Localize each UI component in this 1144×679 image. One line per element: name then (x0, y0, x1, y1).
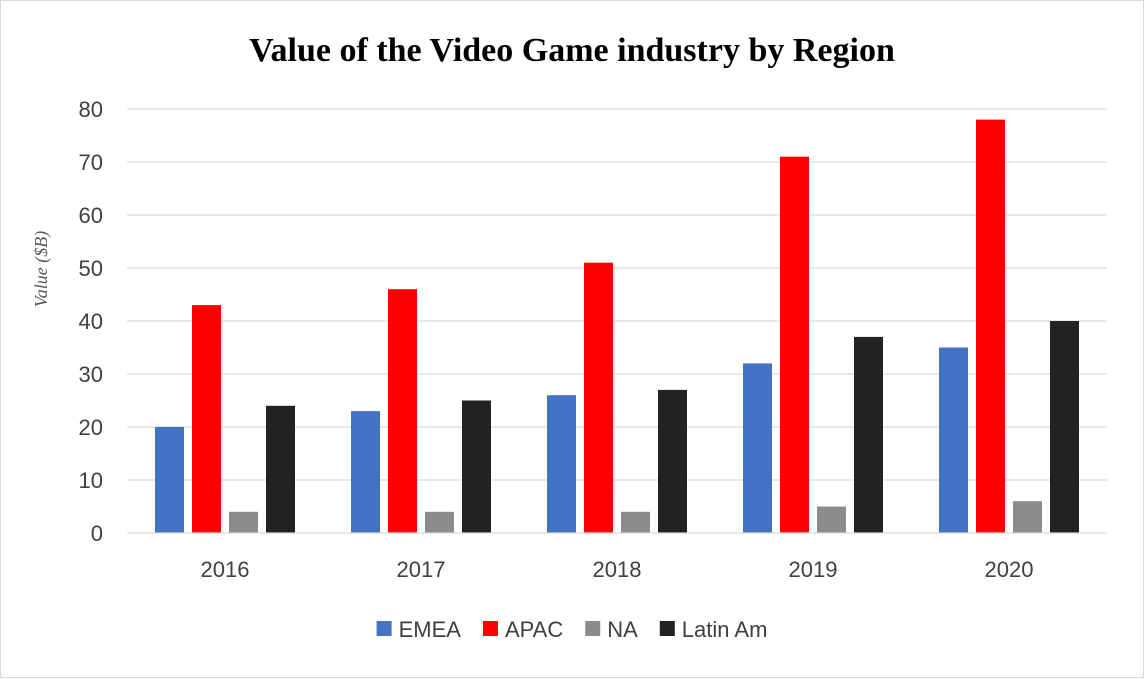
legend-label: Latin Am (682, 617, 768, 642)
y-tick-label: 0 (91, 521, 103, 546)
legend-item: EMEA (376, 617, 462, 642)
x-tick-label: 2016 (201, 557, 250, 582)
x-tick-label: 2017 (397, 557, 446, 582)
bar-apac-2020 (976, 119, 1005, 533)
bars (155, 119, 1079, 533)
legend-swatch (659, 621, 675, 636)
legend-item: APAC (482, 617, 563, 642)
x-tick-label: 2019 (789, 557, 838, 582)
y-tick-label: 60 (79, 203, 103, 228)
bar-apac-2018 (584, 262, 613, 533)
x-axis-ticks: 2016 2017 2018 2019 2020 (201, 557, 1034, 582)
bar-apac-2017 (388, 289, 417, 533)
bar-emea-2020 (939, 347, 968, 533)
bar-na-2016 (229, 511, 258, 533)
y-tick-label: 80 (79, 97, 103, 122)
bar-na-2020 (1013, 501, 1042, 533)
legend: EMEA APAC NA Latin Am (376, 617, 768, 642)
legend-label: APAC (505, 617, 563, 642)
bar-latin-am-2017 (462, 400, 491, 533)
bar-latin-am-2020 (1050, 321, 1079, 533)
y-tick-label: 40 (79, 309, 103, 334)
y-tick-label: 10 (79, 468, 103, 493)
bar-apac-2019 (780, 156, 809, 533)
y-axis-label: Value ($B) (31, 231, 52, 307)
y-tick-label: 50 (79, 256, 103, 281)
bar-emea-2016 (155, 427, 184, 533)
legend-item: NA (585, 617, 638, 642)
bar-emea-2018 (547, 395, 576, 533)
legend-item: Latin Am (659, 617, 768, 642)
bar-latin-am-2018 (658, 389, 687, 533)
y-tick-label: 30 (79, 362, 103, 387)
y-axis-ticks: 0 10 20 30 40 50 60 70 80 (79, 97, 103, 546)
legend-swatch (376, 621, 392, 636)
bar-apac-2016 (192, 305, 221, 533)
y-tick-label: 70 (79, 150, 103, 175)
bar-latin-am-2019 (854, 336, 883, 533)
x-tick-label: 2018 (593, 557, 642, 582)
bar-na-2019 (817, 506, 846, 533)
bar-latin-am-2016 (266, 405, 295, 533)
y-tick-label: 20 (79, 415, 103, 440)
x-tick-label: 2020 (985, 557, 1034, 582)
bar-na-2018 (621, 511, 650, 533)
bar-emea-2019 (743, 363, 772, 533)
legend-swatch (482, 621, 498, 636)
legend-swatch (585, 621, 601, 636)
legend-label: NA (607, 617, 638, 642)
legend-label: EMEA (399, 617, 462, 642)
chart-title: Value of the Video Game industry by Regi… (249, 32, 895, 69)
bar-emea-2017 (351, 411, 380, 533)
bar-na-2017 (425, 511, 454, 533)
